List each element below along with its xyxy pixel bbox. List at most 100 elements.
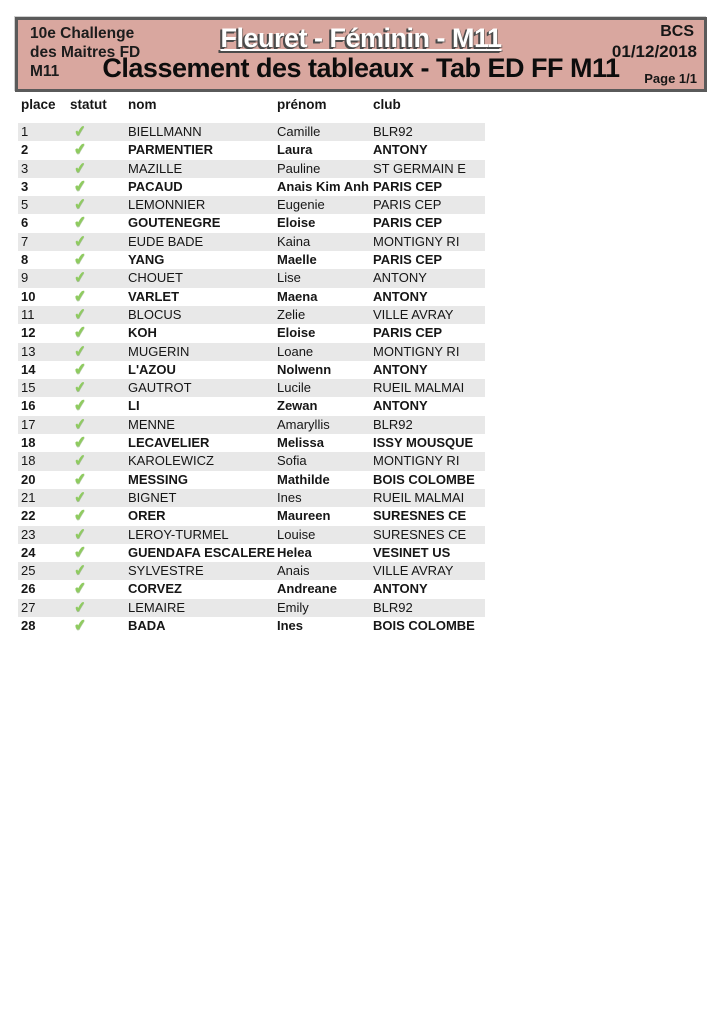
nom-cell: BIGNET [128, 489, 177, 505]
status-check-icon: ✔ [72, 268, 88, 288]
place-cell: 2 [21, 142, 29, 158]
club-cell: ANTONY [373, 288, 428, 304]
table-row: 25 ✔ SYLVESTRE Anais VILLE AVRAY [18, 561, 485, 581]
statut-cell: ✔ [70, 561, 128, 580]
results-table: place statut nom prénom club 1 ✔ BIELLMANN… [18, 97, 485, 635]
table-row: 27 ✔ LEMAIRE Emily BLR92 [18, 598, 485, 618]
nom-cell: CHOUET [128, 270, 183, 286]
statut-cell: ✔ [70, 378, 128, 397]
nom-cell: GAUTROT [128, 380, 192, 396]
nom-cell: L'AZOU [128, 361, 176, 377]
club-cell: PARIS CEP [373, 325, 443, 341]
prenom-cell: Melissa [277, 435, 324, 451]
status-check-icon: ✔ [72, 469, 88, 489]
table-body: 1 ✔ BIELLMANN Camille BLR92 2 ✔ PARMENTIER Laura… [18, 122, 485, 635]
statut-cell: ✔ [70, 214, 128, 233]
place-cell: 1 [21, 124, 29, 139]
prenom-cell: Pauline [277, 160, 321, 176]
statut-cell: ✔ [70, 580, 128, 599]
place-cell: 5 [21, 197, 29, 213]
statut-cell: ✔ [70, 268, 128, 288]
nom-cell: MESSING [128, 471, 188, 487]
club-cell: BOIS COLOMBE [373, 471, 475, 487]
place-cell: 18 [21, 435, 36, 451]
prenom-cell: Camille [277, 124, 321, 139]
page-indicator: Page 1/1 [644, 71, 697, 86]
place-cell: 13 [21, 343, 36, 359]
table-row: 22 ✔ ORER Maureen SURESNES CE [18, 506, 485, 525]
prenom-cell: Sofia [277, 453, 307, 469]
nom-cell: MUGERIN [128, 343, 190, 359]
place-cell: 11 [21, 306, 35, 322]
club-cell: ANTONY [373, 581, 428, 597]
place-cell: 6 [21, 215, 29, 231]
statut-cell: ✔ [70, 616, 128, 635]
place-cell: 12 [21, 325, 36, 341]
place-cell: 21 [21, 489, 36, 505]
statut-cell: ✔ [70, 525, 128, 544]
prenom-cell: Ines [277, 489, 302, 505]
statut-cell: ✔ [70, 488, 128, 507]
club-cell: MONTIGNY RI [373, 233, 460, 249]
status-check-icon: ✔ [72, 433, 88, 452]
status-check-icon: ✔ [72, 195, 88, 214]
status-check-icon: ✔ [72, 305, 88, 324]
status-check-icon: ✔ [72, 140, 88, 160]
statut-cell: ✔ [70, 342, 128, 361]
statut-cell: ✔ [70, 360, 128, 379]
prenom-cell: Emily [277, 599, 309, 615]
place-cell: 26 [21, 581, 36, 597]
place-cell: 8 [21, 252, 29, 268]
statut-cell: ✔ [70, 323, 128, 342]
status-check-icon: ✔ [72, 543, 88, 562]
prenom-cell: Andreane [277, 581, 337, 597]
table-row: 5 ✔ LEMONNIER Eugenie PARIS CEP [18, 195, 485, 215]
prenom-cell: Kaina [277, 233, 311, 249]
table-row: 28 ✔ BADA Ines BOIS COLOMBE [18, 616, 485, 635]
prenom-cell: Anais [277, 563, 310, 579]
prenom-cell: Louise [277, 526, 316, 542]
table-row: 14 ✔ L'AZOU Nolwenn ANTONY [18, 360, 485, 379]
club-cell: VILLE AVRAY [373, 563, 454, 579]
prenom-cell: Ines [277, 618, 304, 634]
table-row: 6 ✔ GOUTENEGRE Eloise PARIS CEP [18, 214, 485, 233]
table-row: 18 ✔ KAROLEWICZ Sofia MONTIGNY RI [18, 452, 485, 471]
nom-cell: LECAVELIER [128, 435, 210, 451]
nom-cell: KAROLEWICZ [128, 453, 214, 469]
statut-cell: ✔ [70, 195, 128, 214]
table-row: 20 ✔ MESSING Mathilde BOIS COLOMBE [18, 469, 485, 489]
column-header-club: club [373, 97, 401, 112]
place-cell: 14 [21, 361, 36, 377]
nom-cell: BLOCUS [128, 306, 182, 322]
status-check-icon: ✔ [72, 286, 88, 306]
statut-cell: ✔ [70, 598, 128, 617]
nom-cell: LEROY-TURMEL [128, 526, 229, 542]
place-cell: 10 [21, 288, 36, 304]
status-check-icon: ✔ [72, 360, 88, 379]
prenom-cell: Anais Kim Anh [277, 178, 369, 194]
club-cell: ISSY MOUSQUE [373, 435, 474, 451]
statut-cell: ✔ [70, 159, 128, 178]
event-info-line1: 10e Challenge [30, 25, 135, 42]
status-check-icon: ✔ [72, 414, 88, 434]
club-cell: ANTONY [373, 142, 428, 158]
status-check-icon: ✔ [72, 561, 88, 580]
status-check-icon: ✔ [72, 177, 88, 196]
prenom-cell: Zelie [277, 306, 306, 322]
nom-cell: PARMENTIER [128, 142, 213, 158]
prenom-cell: Mathilde [277, 471, 330, 487]
statut-cell: ✔ [70, 250, 128, 269]
club-cell: RUEIL MALMAI [373, 380, 465, 396]
statut-cell: ✔ [70, 305, 128, 324]
place-cell: 20 [21, 471, 36, 487]
table-row: 21 ✔ BIGNET Ines RUEIL MALMAI [18, 488, 485, 508]
place-cell: 27 [21, 599, 36, 615]
nom-cell: EUDE BADE [128, 233, 204, 249]
prenom-cell: Maelle [277, 252, 317, 268]
place-cell: 17 [21, 416, 36, 432]
event-info-block: 10e Challenge des Maitres FD M11 [30, 24, 140, 81]
nom-cell: PACAUD [128, 178, 183, 194]
club-cell: BOIS COLOMBE [373, 618, 475, 634]
nom-cell: ORER [128, 508, 166, 524]
